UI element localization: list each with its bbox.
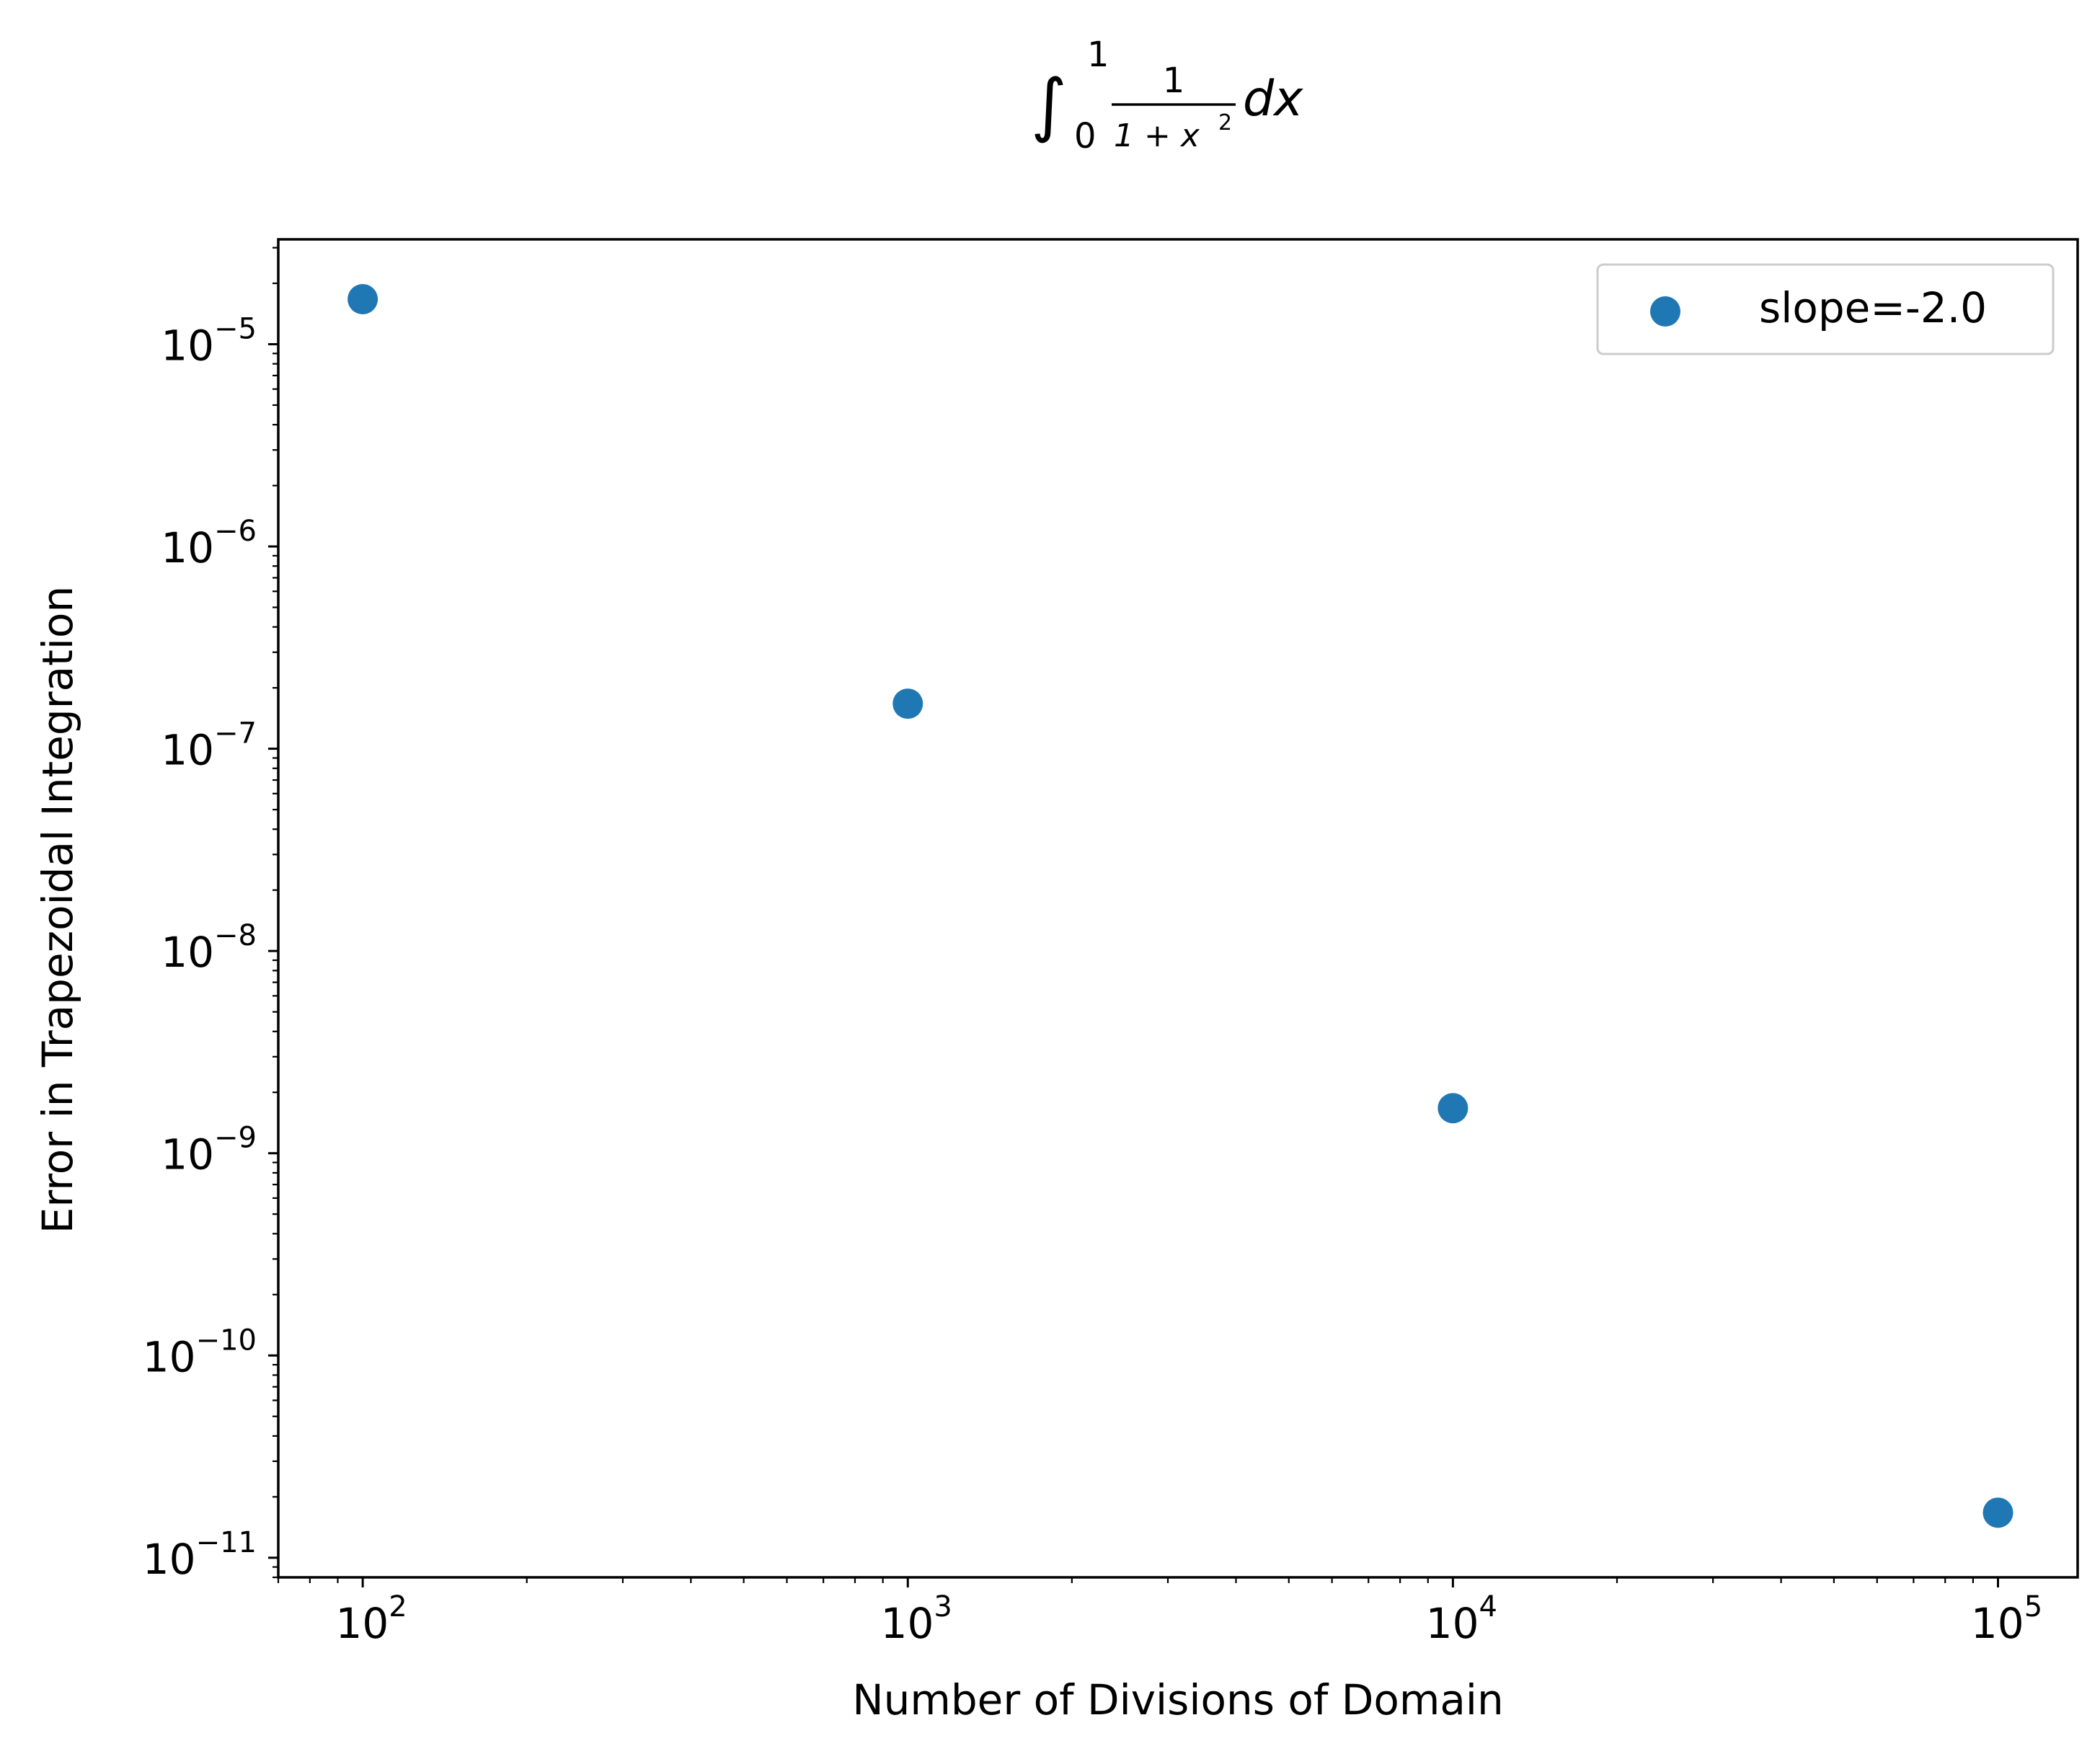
legend: slope=-2.0 — [1596, 263, 2055, 355]
legend-box — [1596, 263, 2055, 355]
y-tick-label: 10−10 — [143, 1324, 257, 1381]
title-differential: dx — [1243, 71, 1303, 128]
title-lower-limit: 0 — [1074, 116, 1096, 156]
x-tick-label: 105 — [1971, 1590, 2042, 1648]
y-axis-label: Error in Trapezoidal Integration — [33, 586, 82, 1233]
scatter-series — [347, 283, 2013, 1528]
x-axis-label: Number of Divisions of Domain — [852, 1675, 1504, 1724]
title-upper-limit: 1 — [1087, 35, 1109, 75]
y-tick-label: 10−5 — [161, 312, 257, 370]
x-axis: 102 103 104 105 — [277, 1577, 2042, 1648]
title-integral-sign: ∫ — [1031, 64, 1067, 145]
y-tick-label: 10−7 — [161, 717, 257, 775]
y-axis: 10−5 10−6 10−7 10−8 10−9 10−10 10−11 — [143, 247, 278, 1584]
y-tick-label: 10−6 — [161, 515, 257, 572]
scatter-point — [1437, 1093, 1468, 1124]
title-numerator: 1 — [1163, 61, 1185, 101]
title-denominator-base: 1 + x — [1114, 118, 1200, 154]
plot-area-frame — [277, 238, 2079, 1579]
y-tick-label: 10−11 — [143, 1526, 257, 1584]
y-tick-label: 10−8 — [161, 919, 257, 977]
x-tick-label: 104 — [1426, 1590, 1497, 1648]
x-tick-label: 102 — [335, 1590, 407, 1648]
y-tick-label: 10−9 — [161, 1122, 257, 1179]
scatter-point — [892, 688, 923, 719]
legend-marker — [1650, 296, 1680, 327]
scatter-point — [1982, 1497, 2013, 1528]
scatter-point — [347, 283, 378, 314]
x-tick-label: 103 — [881, 1590, 952, 1648]
chart-title: ∫ 1 0 1 1 + x 2 dx — [1031, 35, 1303, 156]
title-denominator-exponent: 2 — [1218, 110, 1232, 136]
legend-label: slope=-2.0 — [1759, 283, 1987, 332]
